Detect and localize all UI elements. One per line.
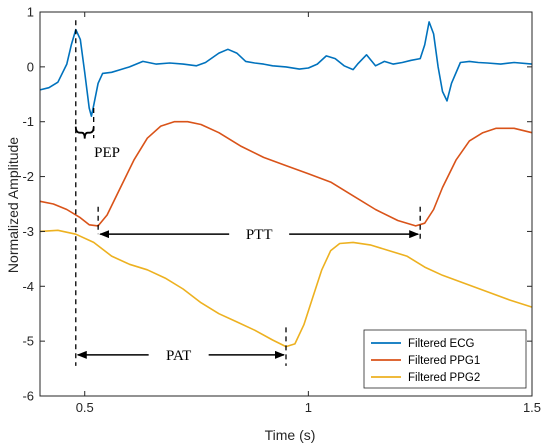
legend: Filtered ECG Filtered PPG1 Filtered PPG2 xyxy=(363,329,527,389)
ptt-label: PTT xyxy=(246,227,273,243)
axes: 0.5 1 1.5 1 0 -1 -2 -3 -4 -5 -6 xyxy=(22,5,541,416)
y-tick-label: -1 xyxy=(22,114,34,129)
y-tick-label: -2 xyxy=(22,169,34,184)
y-tick-label: -3 xyxy=(22,224,34,239)
legend-entry-2: Filtered PPG1 xyxy=(408,355,480,367)
pep-label: PEP xyxy=(94,145,120,161)
legend-box xyxy=(363,329,527,389)
series-line-2 xyxy=(39,120,533,227)
pat-label: PAT xyxy=(166,348,191,364)
y-tick-label: 1 xyxy=(27,5,34,20)
y-tick-label: 0 xyxy=(27,59,34,74)
y-axis-label: Normalized Amplitude xyxy=(5,137,21,273)
x-tick-label: 1.5 xyxy=(523,400,541,415)
legend-entry-3: Filtered PPG2 xyxy=(408,372,480,384)
x-axis-label: Time (s) xyxy=(265,427,316,443)
x-tick-label: 1 xyxy=(305,400,312,415)
y-tick-label: -5 xyxy=(22,334,34,349)
y-tick-label: -4 xyxy=(22,279,34,294)
series-line-1 xyxy=(39,21,533,117)
series-line-3 xyxy=(39,229,533,348)
x-tick-label: 0.5 xyxy=(76,400,94,415)
axes-box xyxy=(39,11,533,397)
legend-entry-1: Filtered ECG xyxy=(408,338,475,350)
y-tick-label: -6 xyxy=(22,389,34,404)
